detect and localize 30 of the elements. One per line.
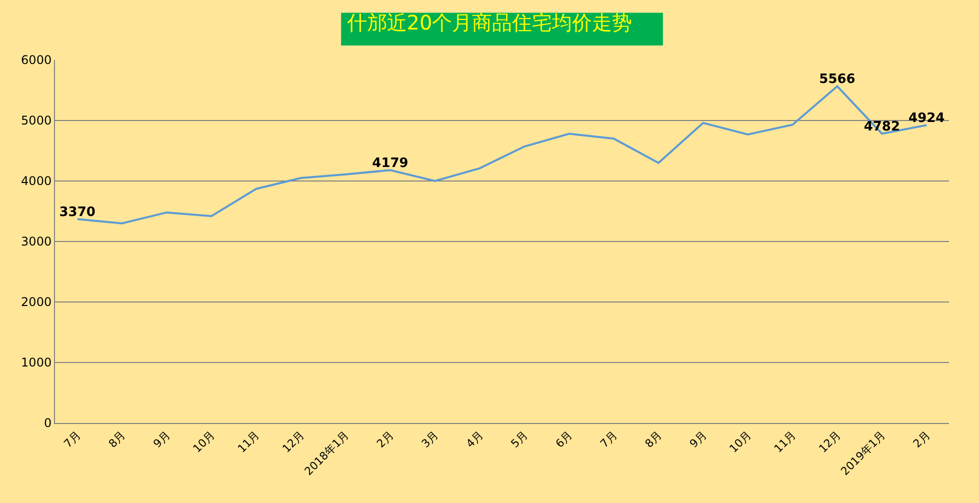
data-label: 4924 [908, 110, 945, 126]
x-tick-label: 2月 [910, 428, 933, 450]
x-tick-label: 12月 [280, 428, 307, 456]
x-tick-label: 9月 [687, 428, 710, 450]
y-tick-label: 2000 [21, 295, 52, 310]
x-tick-label: 3月 [419, 428, 441, 450]
chart-title: 什邡近20个月商品住宅均价走势 [346, 10, 632, 35]
x-tick-label: 11月 [235, 428, 262, 456]
x-tick-label: 4月 [464, 428, 486, 450]
x-tick-label: 8月 [642, 428, 664, 450]
data-label: 5566 [819, 72, 856, 88]
y-tick-label: 0 [44, 416, 52, 430]
x-tick-label: 2月 [374, 428, 396, 450]
x-tick-label: 11月 [772, 428, 799, 456]
x-tick-label: 5月 [508, 428, 530, 450]
x-tick-label: 12月 [816, 428, 844, 456]
x-tick-label: 7月 [61, 428, 84, 450]
y-tick-label: 5000 [21, 114, 52, 128]
y-tick-label: 6000 [21, 53, 52, 68]
x-tick-label: 6月 [553, 428, 576, 450]
y-tick-label: 1000 [21, 356, 52, 370]
x-tick-label: 7月 [598, 428, 620, 450]
x-tick-label: 10月 [190, 428, 218, 456]
y-tick-label: 3000 [21, 234, 52, 249]
data-label: 4179 [372, 156, 408, 171]
x-tick-label: 10月 [726, 428, 754, 456]
y-tick-label: 4000 [21, 174, 52, 188]
data-label: 3370 [59, 204, 96, 220]
x-tick-label: 9月 [150, 428, 173, 450]
x-tick-label: 8月 [106, 428, 128, 450]
